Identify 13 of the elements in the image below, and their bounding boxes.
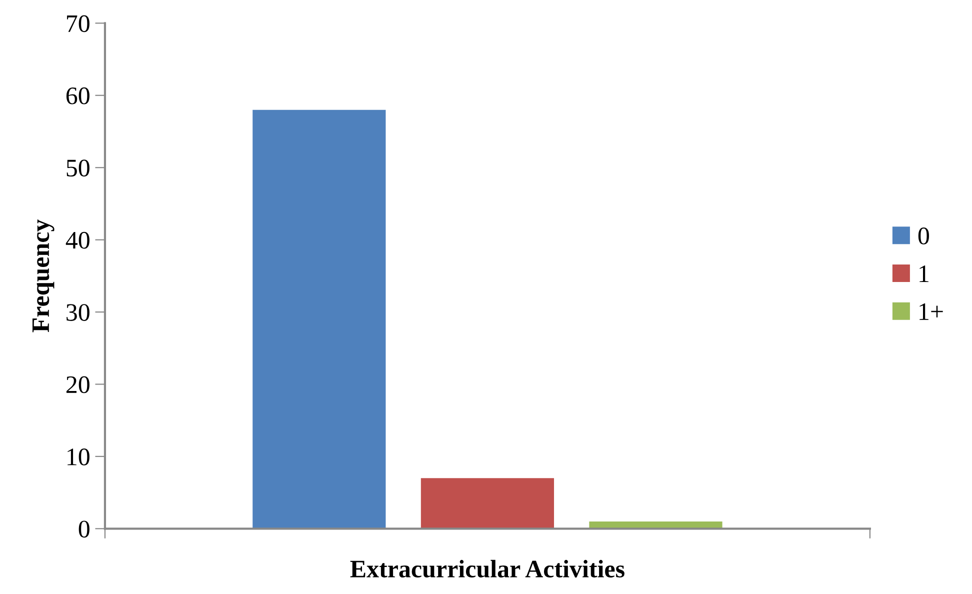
y-tick-label: 0 [78, 520, 90, 538]
legend-label: 1+ [920, 303, 943, 320]
x-axis-title: Extracurricular Activities [350, 560, 624, 578]
y-tick-label: 70 [67, 15, 90, 32]
y-tick-label: 20 [66, 376, 90, 394]
y-tick-label: 40 [66, 232, 90, 249]
y-tick-label: 60 [66, 87, 90, 104]
y-tick-label: 30 [66, 304, 90, 321]
y-tick-label: 10 [68, 448, 90, 466]
y-tick-label: 50 [66, 160, 90, 177]
y-axis-title: Frequency [32, 219, 54, 332]
legend-label: 0 [918, 228, 929, 244]
legend-label: 1 [920, 265, 928, 282]
